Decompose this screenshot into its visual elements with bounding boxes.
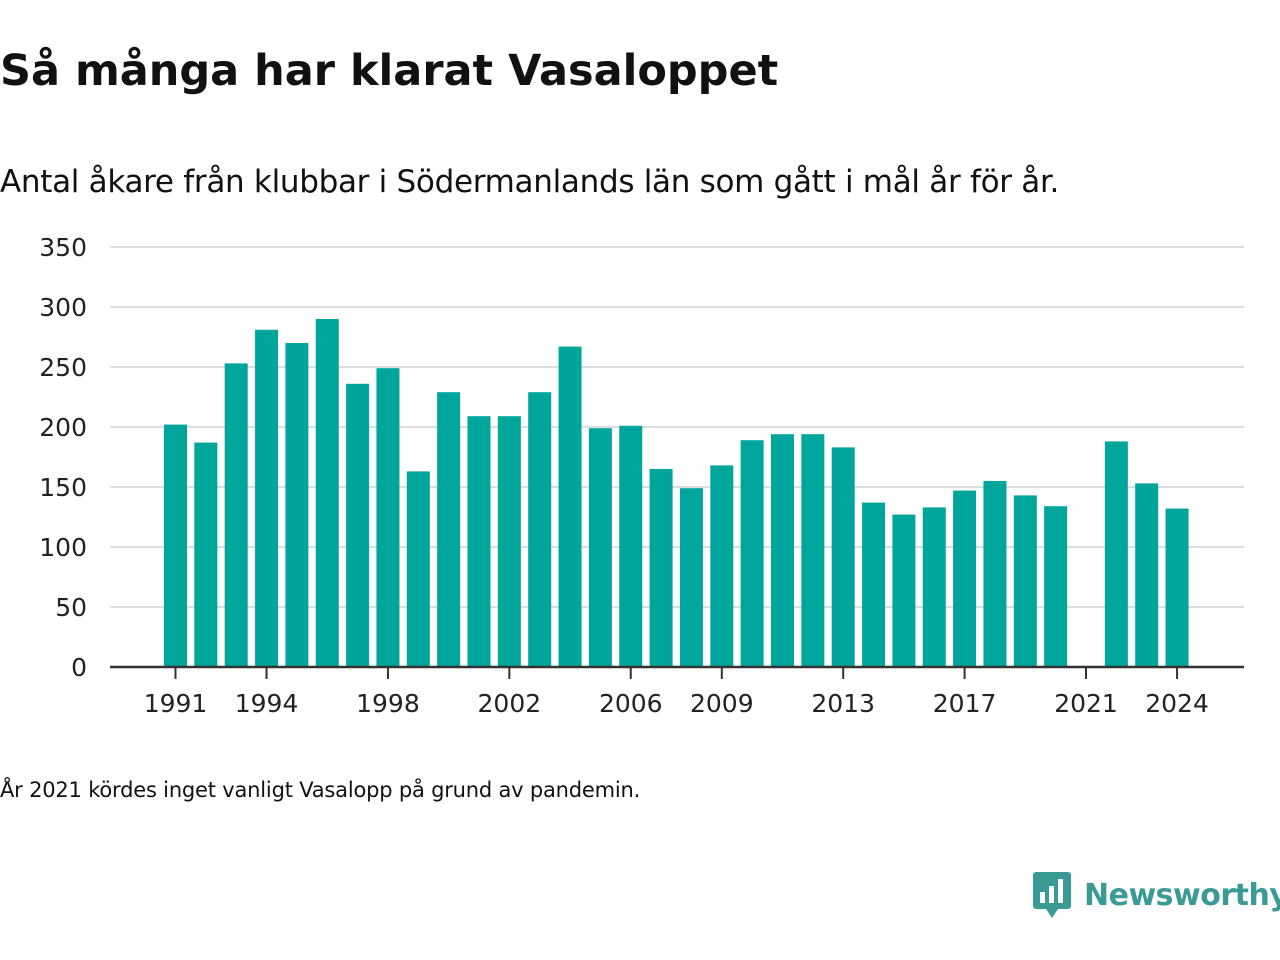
x-tick-label: 2002 [478,689,542,718]
x-tick-label: 2017 [933,689,997,718]
bar-2014 [862,502,886,667]
bar-2015 [892,514,916,667]
bar-1995 [285,343,309,667]
chart-title: Så många har klarat Vasaloppet [0,46,779,96]
chart-subtitle: Antal åkare från klubbar i Södermanlands… [0,164,1060,200]
bar-2002 [497,416,521,667]
y-tick-label: 250 [39,353,87,382]
x-tick-label: 2009 [690,689,754,718]
bar-1994 [255,329,279,667]
y-tick-label: 300 [39,293,87,322]
bar-2024 [1165,508,1189,667]
bar-2009 [710,465,734,667]
y-tick-label: 0 [71,653,87,682]
bar-2016 [922,507,946,667]
bar-1993 [224,363,248,667]
y-tick-label: 150 [39,473,87,502]
bar-2017 [953,490,977,667]
y-tick-label: 50 [55,593,87,622]
y-tick-label: 100 [39,533,87,562]
bar-2023 [1135,483,1159,667]
bar-2000 [437,392,461,667]
x-tick-label: 2006 [599,689,663,718]
x-tick-label: 2013 [811,689,875,718]
bar-1992 [194,442,218,667]
bar-2022 [1104,441,1128,667]
bar-2007 [649,469,673,667]
bar-2013 [831,447,855,667]
bar-2018 [983,481,1007,667]
bar-chart: 0 50 100 150 200 250 300 350 1991 1994 1998 2002 20… [39,233,1244,718]
newsworthy-logo-icon [1033,872,1071,918]
bars [164,319,1189,667]
bar-2020 [1044,506,1068,667]
y-axis-ticks: 0 50 100 150 200 250 300 350 [39,233,87,682]
brand: Newsworthy [1032,870,1280,920]
y-tick-label: 350 [39,233,87,262]
x-tick-label: 1998 [356,689,420,718]
bar-1991 [164,424,187,667]
footnote: År 2021 kördes inget vanligt Vasalopp på… [0,778,641,802]
bar-2011 [771,434,794,667]
bar-1998 [376,368,400,667]
x-tick-label: 1991 [144,689,208,718]
bar-1996 [315,319,339,667]
x-tick-label: 1994 [235,689,299,718]
bar-2001 [467,416,491,667]
bar-2008 [679,488,703,667]
bar-1999 [406,471,430,667]
bar-2006 [619,425,643,667]
bar-2003 [528,392,552,667]
bar-1997 [346,383,370,667]
x-tick-label: 2021 [1054,689,1118,718]
x-tick-label: 2024 [1145,689,1209,718]
gridlines [110,246,1244,608]
x-axis: 1991 1994 1998 2002 2006 2009 2013 2017 2021 2024 [110,665,1244,718]
bar-2019 [1013,495,1037,667]
bar-2005 [588,428,612,667]
bar-2004 [558,346,582,667]
bar-2012 [801,434,825,667]
brand-name: Newsworthy [1084,877,1280,913]
bar-2010 [740,440,764,667]
y-tick-label: 200 [39,413,87,442]
